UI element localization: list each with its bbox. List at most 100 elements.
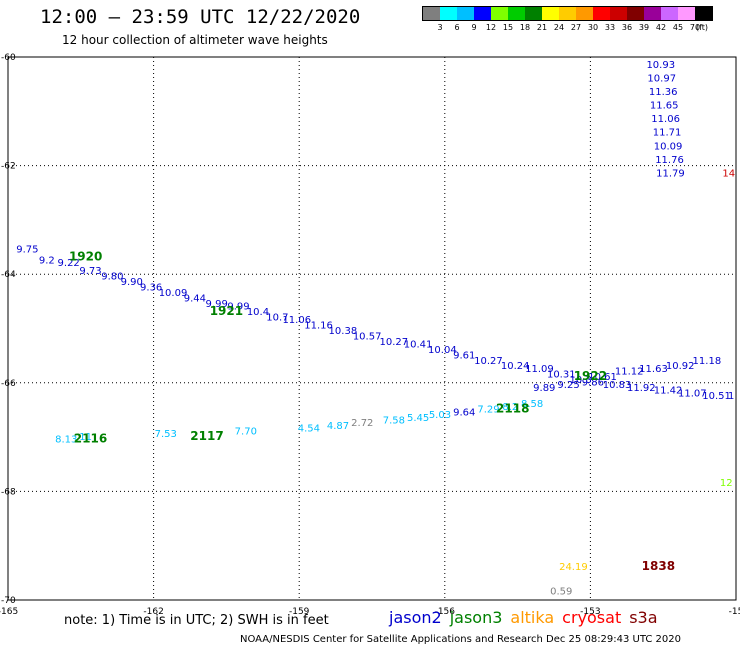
time-marker-label: 2116: [74, 432, 107, 446]
color-scale: 3 6 9 12 15 18 21 24 27 30 33 36 39 42 45 70 (ft): [422, 6, 713, 33]
wave-height-label: 8.2: [502, 402, 518, 413]
wave-height-label: 11.16: [304, 321, 333, 332]
wave-height-label: 11.63: [639, 364, 668, 375]
color-scale-cell: [627, 7, 644, 20]
wave-height-label: 10.51: [702, 391, 731, 402]
legend-item-jason3: jason3: [449, 608, 503, 627]
x-tick-label: -15: [729, 607, 740, 617]
color-scale-cell: [644, 7, 661, 20]
wave-height-label: 9.99: [206, 299, 228, 310]
color-scale-cell: [423, 7, 440, 20]
color-scale-cell: [678, 7, 695, 20]
wave-height-label: 10.61: [588, 372, 617, 383]
wave-height-label: 9.80: [101, 272, 123, 283]
color-scale-cell: [559, 7, 576, 20]
wave-height-label: 0.59: [550, 587, 572, 598]
color-scale-cell: [525, 7, 542, 20]
color-scale-label: 45: [672, 23, 684, 32]
color-scale-label: 9: [471, 23, 477, 32]
x-tick-label: -159: [289, 607, 310, 617]
color-scale-cell: [695, 7, 712, 20]
color-scale-label: 33: [604, 23, 616, 32]
wave-height-label: 12: [720, 478, 733, 489]
legend-item-altika: altika: [510, 608, 555, 627]
wave-height-label: 9.22: [58, 258, 80, 269]
wave-height-label: 11.12: [615, 367, 644, 378]
wave-height-label: 10.24: [501, 361, 530, 372]
wave-height-label: 11.06: [651, 114, 680, 125]
color-scale-label: 30: [587, 23, 599, 32]
wave-height-label: 10.09: [159, 288, 188, 299]
color-scale-label: 24: [553, 23, 565, 32]
wave-height-label: 10.41: [404, 340, 433, 351]
time-marker-label: 1922: [574, 369, 607, 383]
color-scale-cell: [661, 7, 678, 20]
color-scale-cell: [440, 7, 457, 20]
color-scale-cell: [610, 7, 627, 20]
wave-height-label: 11.92: [627, 383, 656, 394]
x-tick-label: -156: [435, 607, 456, 617]
wave-height-label: 2.72: [351, 418, 373, 429]
wave-height-label: 10.92: [666, 361, 695, 372]
color-scale-label: 6: [454, 23, 460, 32]
wave-height-label: 10.31: [547, 369, 576, 380]
wave-height-label: 7.70: [235, 426, 257, 437]
wave-height-label: 11.36: [649, 87, 678, 98]
color-scale-cell: [457, 7, 474, 20]
color-scale-label: 27: [570, 23, 582, 32]
wave-height-label: 10.3: [570, 375, 592, 386]
wave-height-label: 14: [722, 168, 735, 179]
x-tick-label: -162: [143, 607, 163, 617]
wave-height-label: 4.87: [327, 421, 349, 432]
color-scale-cells: [422, 6, 713, 21]
wave-height-label: 10.83: [603, 380, 632, 391]
color-scale-labels: 3 6 9 12 15 18 21 24 27 30 33 36 39 42 45 70 (ft): [422, 21, 713, 33]
y-tick-label: -62: [1, 162, 16, 172]
wave-height-label: 8.58: [521, 399, 543, 410]
footer-credit: NOAA/NESDIS Center for Satellite Applica…: [240, 634, 682, 645]
satellite-legend: jason2 jason3 altika cryosat s3a: [389, 608, 666, 627]
wave-height-label: 1: [728, 391, 734, 402]
color-scale-label: 21: [536, 23, 548, 32]
wave-height-label: 9.99: [227, 301, 249, 312]
wave-height-label: 9.25: [557, 380, 579, 391]
wave-height-label: 10.93: [646, 60, 675, 71]
y-tick-label: -60: [1, 53, 16, 63]
wave-height-label: 9.75: [16, 244, 38, 255]
wave-height-label: 7.58: [383, 416, 405, 427]
wave-height-label: 10.4: [247, 307, 269, 318]
legend-item-s3a: s3a: [629, 608, 658, 627]
wave-height-label: 9.89: [533, 383, 555, 394]
wave-height-label: 7.53: [155, 429, 177, 440]
wave-height-label: 10.38: [329, 326, 358, 337]
color-scale-label: 18: [519, 23, 531, 32]
wave-height-label: 4.54: [298, 424, 320, 435]
y-tick-label: -68: [1, 487, 16, 497]
wave-height-label: 9.90: [121, 277, 143, 288]
color-scale-label: 70: [689, 23, 701, 32]
wave-height-label: 10.97: [647, 73, 676, 84]
wave-height-label: 11: [79, 432, 92, 443]
note-text: note: 1) Time is in UTC; 2) SWH is in fe…: [64, 613, 329, 628]
color-scale-label: 15: [502, 23, 514, 32]
wave-height-label: 11.07: [678, 388, 707, 399]
wave-height-label: 10.7: [266, 312, 288, 323]
legend-item-jason2: jason2: [389, 608, 442, 627]
time-marker-label: 1920: [69, 250, 102, 264]
wave-height-label: 9.86: [582, 378, 604, 389]
wave-height-label: 5.03: [429, 410, 451, 421]
wave-height-label: 24.19: [559, 562, 588, 573]
color-scale-cell: [474, 7, 491, 20]
wave-height-label: 11.18: [693, 356, 722, 367]
color-scale-label: 42: [655, 23, 667, 32]
wave-height-label: 11.42: [654, 386, 683, 397]
wave-height-label: 11.09: [525, 364, 554, 375]
y-tick-label: -70: [1, 596, 16, 606]
color-scale-label: 39: [638, 23, 650, 32]
color-scale-cell: [542, 7, 559, 20]
wave-height-label: 5.45: [407, 413, 429, 424]
wave-height-label: 11.65: [650, 101, 679, 112]
y-tick-label: -66: [1, 379, 16, 389]
chart-title: 12:00 – 23:59 UTC 12/22/2020: [40, 6, 361, 28]
